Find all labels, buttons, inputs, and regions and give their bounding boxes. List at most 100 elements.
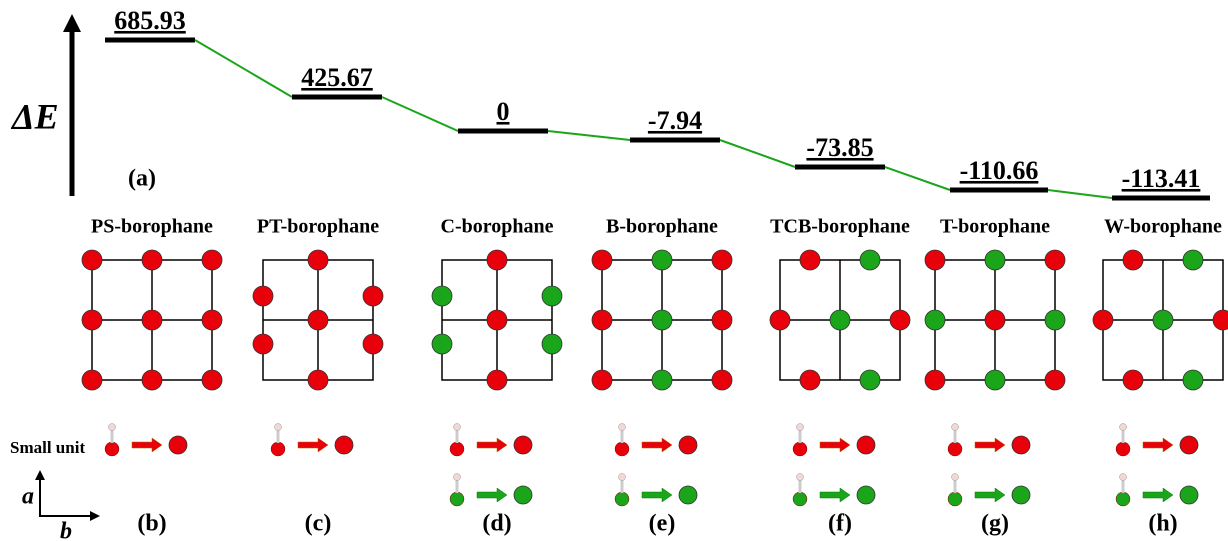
unit-atom [857, 486, 875, 504]
atom [1213, 310, 1228, 330]
atom [1183, 250, 1203, 270]
unit-atom [454, 474, 461, 481]
unit-atom [797, 424, 804, 431]
atom [652, 250, 672, 270]
atom [487, 250, 507, 270]
connector [195, 40, 292, 97]
atom [1183, 370, 1203, 390]
atom [308, 250, 328, 270]
unit-atom [514, 436, 532, 454]
unit-arrow [477, 488, 507, 502]
phase-title: PT-borophane [257, 216, 379, 238]
unit-atom [450, 442, 464, 456]
atom [487, 370, 507, 390]
atom [860, 370, 880, 390]
axis-b: b [60, 519, 72, 541]
unit-atom [514, 486, 532, 504]
unit-arrow [642, 488, 672, 502]
atom [890, 310, 910, 330]
unit-atom [793, 442, 807, 456]
axis-label: ΔE [10, 96, 59, 136]
unit-atom [797, 474, 804, 481]
atom [925, 250, 945, 270]
unit-arrow [642, 438, 672, 452]
panel-label: (d) [482, 511, 511, 537]
unit-atom [454, 424, 461, 431]
atom [1045, 370, 1065, 390]
atom [800, 370, 820, 390]
unit-arrow [1143, 438, 1173, 452]
energy-label: 425.67 [301, 63, 373, 92]
axis-a: a [22, 484, 34, 510]
atom [985, 370, 1005, 390]
atom [800, 250, 820, 270]
unit-atom [335, 436, 353, 454]
panel-label: (f) [828, 511, 852, 537]
connector [885, 167, 950, 190]
atom [363, 286, 383, 306]
atom [542, 286, 562, 306]
unit-atom [1120, 474, 1127, 481]
atom [1093, 310, 1113, 330]
phase-title: B-borophane [606, 216, 718, 238]
unit-atom [679, 436, 697, 454]
unit-arrow [1143, 488, 1173, 502]
atom [652, 310, 672, 330]
energy-axis-head [63, 14, 81, 32]
atom [1045, 250, 1065, 270]
unit-arrow [298, 438, 328, 452]
figure: ΔE (a) Small unit a b 685.93425.670-7.94… [0, 0, 1228, 541]
unit-arrow [820, 438, 850, 452]
atom [830, 310, 850, 330]
atom [770, 310, 790, 330]
unit-atom [1180, 436, 1198, 454]
unit-atom [679, 486, 697, 504]
phase-title: W-borophane [1104, 216, 1222, 238]
axis-head [35, 470, 45, 480]
atom [1153, 310, 1173, 330]
atom [253, 334, 273, 354]
atom [1045, 310, 1065, 330]
atom [712, 250, 732, 270]
atom [592, 370, 612, 390]
energy-label: -7.94 [648, 106, 702, 135]
atom [363, 334, 383, 354]
unit-arrow [477, 438, 507, 452]
atom [712, 370, 732, 390]
atom [592, 310, 612, 330]
unit-atom [105, 442, 119, 456]
atom [652, 370, 672, 390]
phase-title: TCB-borophane [770, 216, 910, 238]
unit-arrow [975, 488, 1005, 502]
atom [82, 310, 102, 330]
unit-atom [619, 424, 626, 431]
atom [142, 250, 162, 270]
atom [202, 250, 222, 270]
atom [487, 310, 507, 330]
atom [592, 250, 612, 270]
unit-atom [619, 474, 626, 481]
atom [925, 310, 945, 330]
panel-label: (a) [128, 166, 156, 192]
atom [712, 310, 732, 330]
energy-label: -73.85 [806, 133, 873, 162]
energy-label: -110.66 [960, 156, 1039, 185]
atom [432, 286, 452, 306]
phase-title: PS-borophane [91, 216, 213, 238]
atom [985, 310, 1005, 330]
atom [432, 334, 452, 354]
atom [1123, 370, 1143, 390]
unit-atom [1116, 442, 1130, 456]
unit-atom [615, 442, 629, 456]
atom [253, 286, 273, 306]
unit-atom [1180, 486, 1198, 504]
atom [82, 250, 102, 270]
unit-atom [857, 436, 875, 454]
energy-label: 685.93 [114, 6, 186, 35]
unit-atom [615, 492, 629, 506]
connector [548, 131, 630, 140]
unit-atom [948, 442, 962, 456]
small-unit-label: Small unit [10, 438, 85, 457]
atom [202, 370, 222, 390]
atom [82, 370, 102, 390]
